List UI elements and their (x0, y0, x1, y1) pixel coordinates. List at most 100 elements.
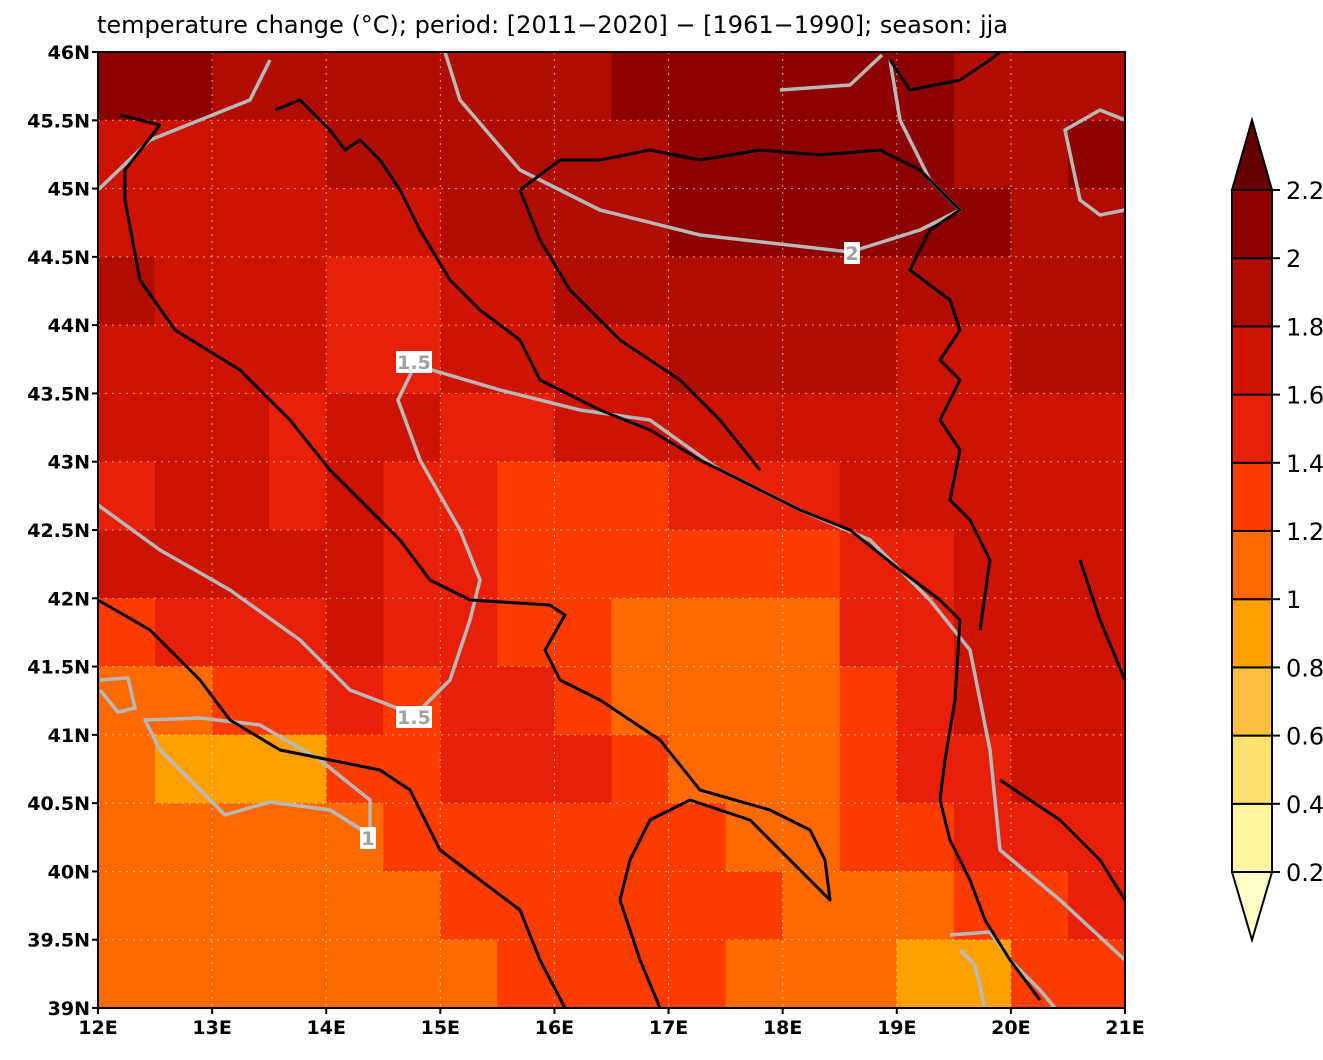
cell (554, 52, 612, 121)
cell (269, 325, 327, 394)
contour-label: 2 (845, 243, 858, 265)
cell (98, 803, 156, 872)
cell (326, 871, 384, 941)
y-tick-label: 45N (48, 179, 90, 201)
cell (554, 256, 612, 326)
cell (611, 188, 670, 258)
cell (155, 939, 213, 1009)
cell (98, 188, 156, 258)
cell (1010, 461, 1069, 531)
cell (155, 598, 213, 668)
y-tick-label: 42.5N (27, 520, 90, 542)
cell (554, 734, 612, 804)
cell (440, 325, 498, 394)
coastline (274, 98, 1042, 1001)
cell (554, 461, 612, 531)
cell (611, 666, 670, 736)
cell (782, 734, 841, 804)
cell (1067, 461, 1126, 531)
cell (668, 188, 727, 258)
cell (782, 598, 841, 668)
cell (269, 120, 327, 190)
x-tick-label: 20E (991, 1017, 1030, 1039)
cell (440, 256, 498, 326)
cell (668, 325, 727, 394)
cell (554, 530, 612, 599)
cell (668, 461, 727, 531)
y-tick-label: 41.5N (27, 657, 90, 679)
cell (1010, 325, 1069, 394)
cell (611, 939, 670, 1009)
cell (896, 666, 955, 736)
cell (440, 871, 498, 941)
cell (611, 461, 670, 531)
colorbar-label: 2.2 (1286, 177, 1323, 205)
cell (98, 461, 156, 531)
cell (98, 393, 156, 463)
y-tick-label: 44N (48, 315, 90, 337)
cell (98, 939, 156, 1009)
cell (725, 393, 784, 463)
contour-label: 1.5 (397, 707, 431, 729)
colorbar-label: 0.8 (1286, 654, 1323, 682)
cell (1010, 598, 1069, 668)
contour-line (96, 59, 272, 192)
cell (212, 256, 270, 326)
cell (782, 530, 841, 599)
cell (98, 325, 156, 394)
cell (611, 598, 670, 668)
cell (668, 393, 727, 463)
cell (953, 734, 1012, 804)
cell (440, 598, 498, 668)
cell (212, 734, 270, 804)
cell (839, 734, 898, 804)
contour-line (414, 363, 1127, 962)
cell (383, 530, 441, 599)
cell (497, 803, 555, 872)
cell (953, 256, 1012, 326)
cell (839, 666, 898, 736)
cell (839, 598, 898, 668)
cell (497, 530, 555, 599)
cell (383, 52, 441, 121)
border (519, 148, 992, 631)
x-tick-label: 19E (877, 1017, 916, 1039)
cell (269, 188, 327, 258)
cell (668, 530, 727, 599)
cell (497, 734, 555, 804)
y-tick-label: 42N (48, 588, 90, 610)
cell (1067, 530, 1126, 599)
cell (725, 871, 784, 941)
contour-labels: 2 1.5 1.5 1 (360, 242, 860, 850)
cell (839, 871, 898, 941)
cell (953, 530, 1012, 599)
cell (269, 871, 327, 941)
cell (896, 188, 955, 258)
cell (668, 666, 727, 736)
cell (383, 803, 441, 872)
y-tick-label: 40N (48, 861, 90, 883)
cell (269, 803, 327, 872)
colorbar-label: 0.2 (1286, 859, 1323, 887)
colorbar: 0.2 0.4 0.6 0.8 1 1.2 1.4 1.6 1.8 2 2.2 (1230, 116, 1323, 944)
contour-line (143, 716, 372, 837)
colorbar-box (1231, 189, 1273, 260)
cell (839, 530, 898, 599)
cell (839, 939, 898, 1009)
border (518, 189, 762, 471)
x-tick-label: 21E (1105, 1017, 1144, 1039)
colorbar-box (1231, 461, 1273, 532)
cell (326, 530, 384, 599)
y-tick-label: 39.5N (27, 930, 90, 952)
cell (896, 461, 955, 531)
contour-label-box (396, 706, 432, 728)
colorbar-label: 1.4 (1286, 450, 1323, 478)
cell (554, 871, 612, 941)
y-tick-label: 46N (48, 42, 90, 64)
cell (668, 803, 727, 872)
cell (554, 393, 612, 463)
cell (155, 120, 213, 190)
colorbar-box (1231, 802, 1273, 873)
colorbar-label: 2 (1286, 245, 1301, 273)
